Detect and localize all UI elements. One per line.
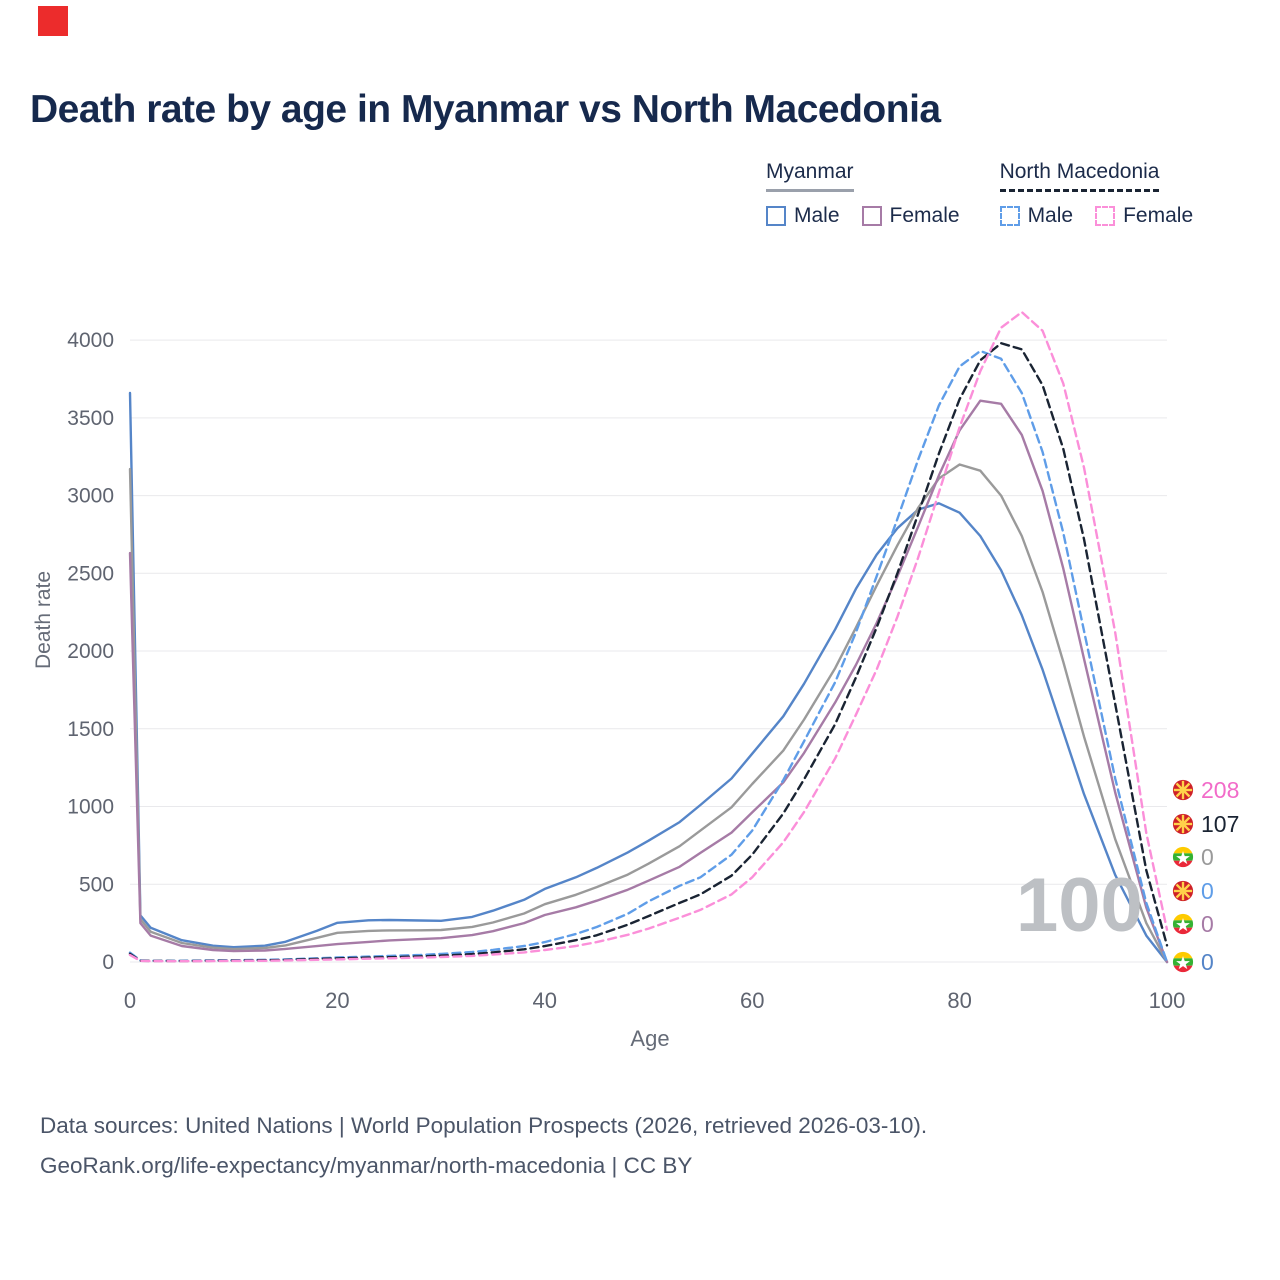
myanmar-flag-icon xyxy=(1172,913,1194,935)
legend-group-myanmar: Myanmar Male Female xyxy=(766,160,960,228)
end-value-text: 0 xyxy=(1201,843,1214,870)
myanmar-male-line-swatch-icon xyxy=(766,206,786,226)
series-end-value: 208 xyxy=(1172,777,1239,803)
legend-item-label: Male xyxy=(794,204,840,227)
data-sources-text: Data sources: United Nations | World Pop… xyxy=(40,1113,928,1138)
y-tick-label: 2000 xyxy=(67,640,114,663)
myanmar-flag-icon xyxy=(1172,846,1194,868)
legend-title-myanmar[interactable]: Myanmar xyxy=(766,160,854,192)
series-end-value: 0 xyxy=(1172,911,1214,937)
y-tick-label: 0 xyxy=(102,951,114,974)
myanmar-flag-icon xyxy=(1172,951,1194,973)
north-macedonia-male-line-swatch-icon xyxy=(999,206,1020,226)
y-tick-label: 3500 xyxy=(67,407,114,430)
hover-age-watermark: 100 xyxy=(1016,863,1143,948)
series-end-value: 0 xyxy=(1172,949,1214,975)
north-macedonia-female-line-swatch-icon xyxy=(1095,206,1116,226)
series-line-north-macedonia-female[interactable] xyxy=(128,310,1169,963)
end-value-text: 0 xyxy=(1201,910,1214,937)
x-tick-label: 20 xyxy=(325,988,349,1013)
north-macedonia-flag-icon xyxy=(1172,813,1194,835)
y-tick-label: 2500 xyxy=(67,562,114,585)
x-tick-label: 0 xyxy=(124,988,136,1013)
north-macedonia-flag-icon xyxy=(1172,779,1194,801)
footer: Data sources: United Nations | World Pop… xyxy=(40,1106,927,1186)
x-tick-label: 100 xyxy=(1149,988,1186,1013)
myanmar-female-line-swatch-icon xyxy=(861,206,882,226)
chart-legend: Myanmar Male Female North Macedonia Male xyxy=(766,160,1193,228)
logo-square xyxy=(38,6,68,36)
y-tick-label: 500 xyxy=(79,873,114,896)
series-end-value: 107 xyxy=(1172,811,1239,837)
north-macedonia-flag-icon xyxy=(1172,880,1194,902)
x-tick-label: 40 xyxy=(533,988,557,1013)
series-line-myanmar-female[interactable] xyxy=(128,399,1169,964)
end-value-text: 0 xyxy=(1201,877,1214,904)
series-line-myanmar[interactable] xyxy=(128,463,1169,964)
legend-group-north-macedonia: North Macedonia Male Female xyxy=(999,160,1193,228)
y-tick-label: 3000 xyxy=(67,485,114,508)
end-value-text: 208 xyxy=(1201,776,1240,803)
chart-title: Death rate by age in Myanmar vs North Ma… xyxy=(30,88,941,131)
series-line-myanmar-male[interactable] xyxy=(128,391,1169,964)
legend-item-label: Male xyxy=(1027,204,1074,227)
y-tick-label: 4000 xyxy=(67,329,114,352)
legend-item-north-macedonia-male[interactable]: Male xyxy=(999,204,1074,228)
legend-item-north-macedonia-female[interactable]: Female xyxy=(1095,204,1193,228)
death-rate-line-chart: 0 500 1000 1500 2000 2500 3000 3500 4000 0 20 40 60 8… xyxy=(67,310,1186,1013)
legend-item-myanmar-male[interactable]: Male xyxy=(766,204,840,228)
end-value-text: 107 xyxy=(1201,810,1240,837)
series-end-value: 0 xyxy=(1172,878,1214,904)
legend-item-label: Female xyxy=(1123,204,1194,227)
x-axis-label: Age xyxy=(630,1026,670,1051)
series-line-north-macedonia[interactable] xyxy=(128,342,1169,963)
legend-item-myanmar-female[interactable]: Female xyxy=(861,204,960,228)
attribution-text: GeoRank.org/life-expectancy/myanmar/nort… xyxy=(40,1153,693,1178)
series-end-value: 0 xyxy=(1172,844,1214,870)
legend-title-north-macedonia[interactable]: North Macedonia xyxy=(999,160,1160,192)
end-value-text: 0 xyxy=(1201,948,1214,975)
y-tick-label: 1000 xyxy=(67,796,114,819)
x-tick-label: 80 xyxy=(947,988,971,1013)
x-tick-label: 60 xyxy=(740,988,764,1013)
legend-item-label: Female xyxy=(889,204,960,227)
y-tick-label: 1500 xyxy=(67,718,114,741)
series-line-north-macedonia-male[interactable] xyxy=(128,349,1169,964)
